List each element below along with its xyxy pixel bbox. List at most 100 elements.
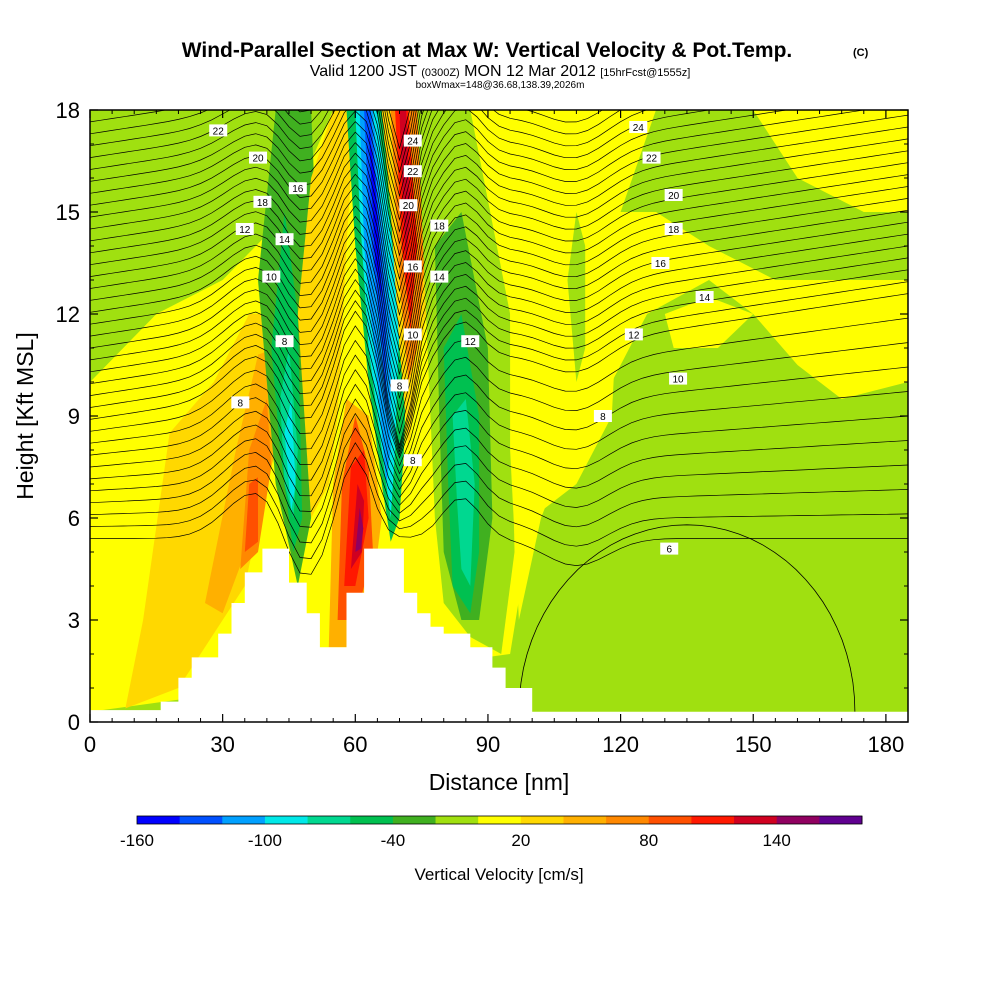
contour-label-bg — [664, 189, 683, 201]
colorbar-swatch — [478, 816, 522, 824]
theta-contour — [90, 442, 908, 559]
y-tick-label: 6 — [68, 506, 80, 531]
chart-subtitle: Valid 1200 JST (0300Z) MON 12 Mar 2012 [… — [310, 63, 691, 80]
colorbar-frame — [136, 815, 863, 825]
theta-contour — [90, 293, 908, 459]
contour-label: 14 — [434, 273, 446, 284]
contour-label-bg — [399, 199, 418, 212]
contour-label: 14 — [279, 235, 291, 246]
contour-label-bg — [695, 291, 714, 303]
contour-label-bg — [430, 270, 449, 283]
contour-label-bg — [403, 134, 422, 147]
theta-contour — [90, 269, 908, 453]
contour-label: 16 — [407, 262, 419, 273]
terrain-mask — [90, 548, 908, 722]
contour-label: 10 — [407, 330, 419, 341]
y-tick-label: 3 — [68, 608, 80, 633]
colorbar-swatch — [264, 816, 309, 824]
colorbar-tick-label: 80 — [639, 831, 658, 850]
colorbar-swatch — [648, 816, 692, 824]
contour-label-bg — [262, 270, 281, 283]
contour-label-bg — [461, 335, 480, 348]
x-tick-label: 150 — [735, 732, 772, 757]
contour-label-bg — [430, 219, 449, 232]
x-tick-label: 180 — [868, 732, 905, 757]
theta-contour — [90, 110, 867, 305]
y-tick-label: 12 — [56, 302, 80, 327]
contour-label: 14 — [699, 293, 711, 304]
colorbar-swatch — [307, 816, 351, 824]
theta-contour — [90, 233, 908, 435]
contour-label: 6 — [666, 545, 672, 556]
velocity-region — [664, 297, 754, 348]
theta-contour — [90, 126, 908, 328]
contour-label: 8 — [282, 337, 288, 348]
theta-contour — [90, 150, 908, 352]
contour-label: 8 — [600, 412, 606, 423]
colorbar-ticks: -160 -100 -40 20 80 140 — [120, 831, 791, 850]
contour-label-bg — [664, 223, 683, 235]
velocity-region — [452, 399, 475, 586]
contour-label-bg — [624, 328, 643, 341]
colorbar-tick-label: -40 — [381, 831, 406, 850]
y-axis-label: Height [Kft MSL] — [12, 332, 38, 499]
theta-contour — [90, 114, 908, 317]
theta-contour — [90, 110, 425, 222]
plot-area: 22 20 18 16 12 14 10 8 8 24 22 20 18 16 14 10 12 8 8 24 22 20… — [90, 110, 908, 722]
contour-label: 8 — [410, 456, 416, 467]
contour-label: 22 — [646, 154, 658, 165]
x-tick-label: 60 — [343, 732, 367, 757]
theta-contour — [90, 383, 908, 498]
y-tick-label: 0 — [68, 710, 80, 735]
theta-contour — [90, 257, 908, 450]
theta-contour — [90, 110, 648, 269]
theta-contour — [90, 174, 908, 376]
contour-label: 20 — [403, 201, 415, 212]
contour-label: 24 — [407, 137, 419, 148]
theta-contour — [90, 456, 908, 575]
y-tick-label: 15 — [56, 200, 80, 225]
contour-label: 8 — [397, 381, 403, 392]
contour-label-bg — [231, 396, 250, 409]
theta-contour — [90, 427, 908, 544]
x-tick-label: 0 — [84, 732, 96, 757]
contour-label: 20 — [252, 154, 264, 165]
velocity-region — [567, 212, 586, 382]
x-tick-label: 90 — [476, 732, 500, 757]
colorbar-swatch — [606, 816, 650, 824]
colorbar-swatch — [222, 816, 266, 824]
contour-label-bg — [669, 372, 688, 385]
velocity-region — [205, 348, 276, 614]
theta-contour-low — [518, 524, 856, 712]
theta-contour — [90, 110, 578, 233]
theta-contour — [90, 110, 712, 281]
colorbar-tick-label: 140 — [763, 831, 791, 850]
theta-contour — [90, 354, 908, 483]
contour-label: 12 — [628, 330, 640, 341]
contour-label-bg — [403, 454, 422, 467]
subtitle-date: MON 12 Mar 2012 — [464, 63, 596, 80]
colorbar-tick-label: 20 — [511, 831, 530, 850]
theta-contour — [90, 209, 908, 412]
theta-contour — [90, 221, 908, 423]
contour-label: 16 — [655, 259, 667, 270]
colorbar-swatch — [435, 816, 479, 824]
contour-label-bg — [593, 410, 612, 422]
colorbar-tick-label: -160 — [120, 831, 154, 850]
vertical-velocity-field — [90, 110, 908, 722]
contour-label-bg — [651, 257, 670, 269]
box-info: boxWmax=148@36.68,138.39,2026m — [416, 80, 585, 91]
theta-contour — [90, 162, 908, 364]
colorbar-swatch — [137, 816, 181, 824]
contour-label-bg — [209, 124, 228, 137]
colorbar-swatch — [734, 816, 778, 824]
theta-contour — [90, 198, 908, 400]
velocity-region — [244, 477, 258, 552]
contour-label: 10 — [673, 375, 685, 386]
theta-contour — [90, 339, 908, 475]
contour-label-bg — [403, 328, 422, 341]
colorbar-swatch — [563, 816, 607, 824]
subtitle-forecast: [15hrFcst@1555z] — [600, 67, 690, 79]
colorbar-swatch — [691, 816, 735, 824]
